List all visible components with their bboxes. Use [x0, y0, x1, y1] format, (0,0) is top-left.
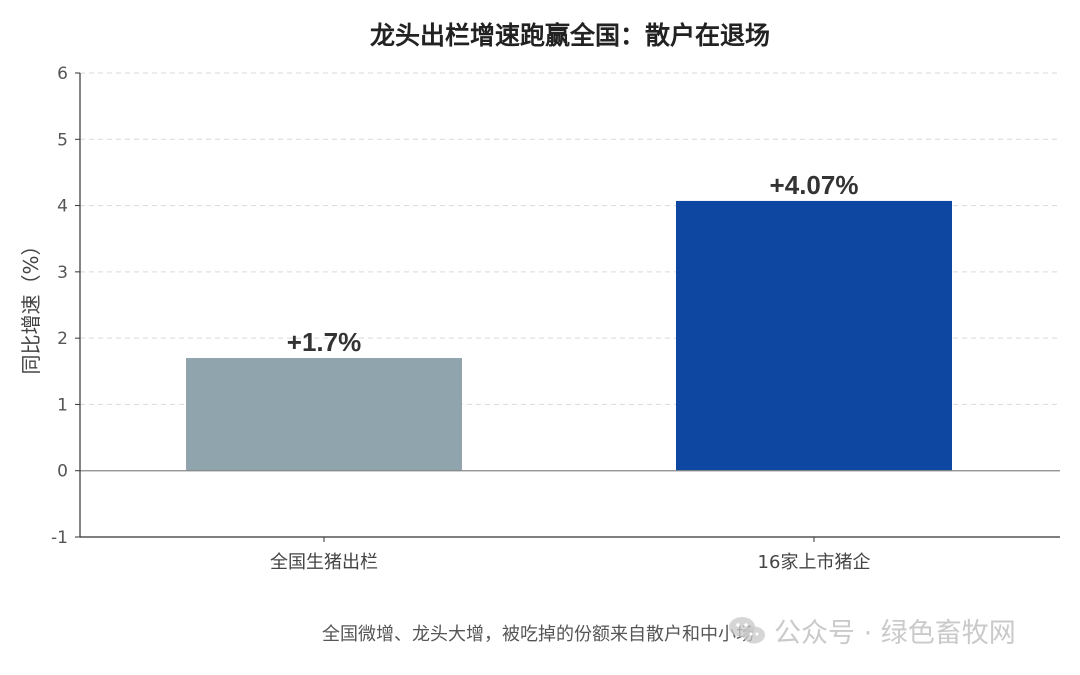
- y-tick-label: 1: [57, 395, 68, 415]
- y-tick-label: 6: [57, 64, 68, 84]
- watermark-text: 公众号 · 绿色畜牧网: [774, 618, 1016, 649]
- wechat-icon: [729, 617, 765, 644]
- x-tick-label: 16家上市猪企: [758, 552, 871, 573]
- x-tick-label: 全国生猪出栏: [270, 552, 378, 573]
- y-tick-label: 2: [57, 329, 68, 349]
- y-tick-label: 5: [57, 130, 68, 150]
- watermark: 公众号 · 绿色畜牧网: [729, 617, 1016, 649]
- labels: -1 0 1 2 3 4 5 6 +1.7% 全国生猪出栏 +4.07% 16家上市猪企: [51, 64, 870, 573]
- y-tick-label: 0: [57, 462, 68, 482]
- bar: [186, 358, 462, 471]
- y-tick-label: 4: [57, 197, 68, 217]
- y-axis-label: 同比增速（%）: [19, 235, 43, 374]
- grid-lines: [80, 72, 1060, 405]
- y-tick-label: 3: [57, 263, 68, 283]
- bar-value-label: +4.07%: [770, 170, 859, 200]
- y-tick-label: -1: [51, 528, 68, 548]
- bar-value-label: +1.7%: [287, 327, 361, 357]
- chart-note: 全国微增、龙头大增，被吃掉的份额来自散户和中小场: [322, 624, 754, 645]
- chart-title: 龙头出栏增速跑赢全国：散户在退场: [370, 21, 770, 50]
- bar: [676, 200, 952, 471]
- axes: [75, 72, 1060, 542]
- bars: [186, 200, 952, 471]
